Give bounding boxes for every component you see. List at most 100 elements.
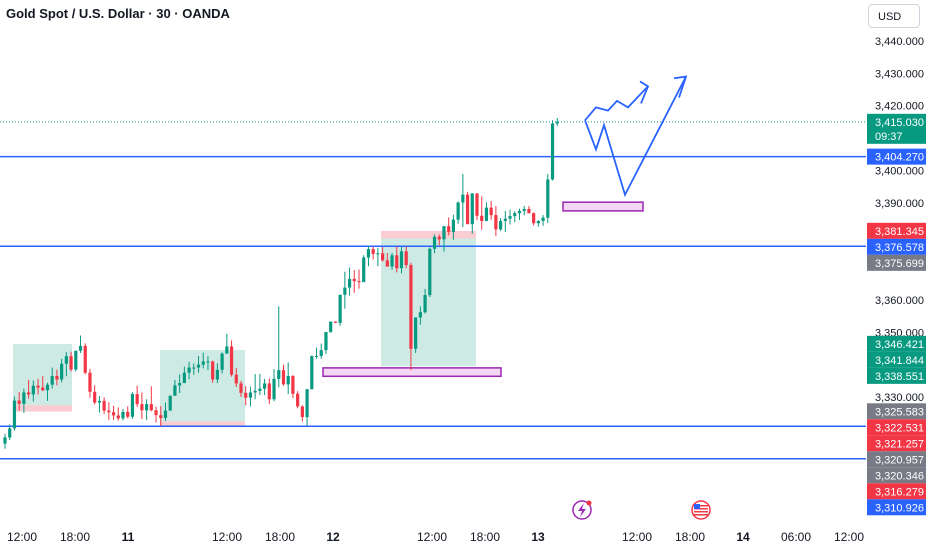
- price-tag: [867, 351, 926, 368]
- candle-body: [220, 353, 224, 370]
- candle: [215, 363, 219, 384]
- candle: [508, 209, 512, 225]
- candle-body: [300, 406, 304, 418]
- candle-body: [263, 383, 267, 389]
- candle: [88, 368, 92, 398]
- chart-title: Gold Spot / U.S. Dollar · 30 · OANDA: [6, 6, 230, 21]
- candle-body: [88, 372, 92, 392]
- projection-path: [584, 85, 649, 121]
- price-axis[interactable]: 3,440.000 3,430.000 3,420.000 3,400.000 3,39…: [866, 0, 932, 550]
- candle-body: [253, 390, 257, 393]
- time-tick-label: 06:00: [781, 530, 811, 544]
- candle-body: [527, 208, 531, 214]
- candle-body: [475, 193, 479, 216]
- candle: [456, 201, 460, 224]
- candle-body: [50, 375, 54, 385]
- candle-body: [182, 372, 186, 384]
- candle: [319, 343, 323, 359]
- candle: [310, 355, 314, 390]
- candle: [244, 386, 248, 406]
- candle: [196, 355, 201, 373]
- candle-body: [187, 367, 191, 373]
- candle-body: [451, 219, 455, 232]
- candle: [414, 317, 418, 353]
- candle: [140, 392, 144, 420]
- candle-body: [201, 361, 205, 365]
- candle-body: [381, 253, 385, 261]
- projection-arrow-head: [639, 80, 650, 104]
- candle: [475, 193, 479, 220]
- candle: [45, 382, 50, 401]
- candle: [159, 406, 163, 427]
- price-tick-label: 3,420.000: [875, 101, 924, 113]
- candle: [267, 378, 271, 405]
- candle-body: [347, 278, 352, 288]
- price-tick-label: 3,330.000: [875, 392, 924, 404]
- stop-box: [160, 421, 245, 428]
- time-tick-label: 12:00: [417, 530, 447, 544]
- price-tag-label: 3,320.957: [875, 454, 924, 466]
- time-axis[interactable]: 12:00 18:00 11 12:00 18:00 12 12:00 18:00 13 12:0…: [7, 530, 864, 544]
- candle: [343, 271, 347, 309]
- price-tick-label: 3,390.000: [875, 198, 924, 210]
- candle-body: [206, 361, 210, 363]
- candle: [314, 347, 319, 359]
- candle: [324, 331, 328, 354]
- candle-body: [121, 411, 125, 419]
- price-tag: [867, 254, 926, 271]
- candle: [97, 396, 101, 413]
- candles: [3, 118, 559, 449]
- candle-body: [541, 217, 545, 221]
- candle-body: [338, 294, 342, 323]
- candle-body: [484, 207, 489, 221]
- lightning-event-icon: [572, 500, 592, 520]
- flag-stripe: [694, 505, 708, 507]
- candle-body: [229, 346, 234, 375]
- candle: [527, 206, 531, 214]
- price-tag: [867, 483, 926, 500]
- candle: [541, 215, 545, 226]
- candle-body: [555, 121, 559, 124]
- candle: [36, 378, 40, 395]
- candle-body: [154, 410, 158, 416]
- candle-body: [418, 312, 422, 318]
- time-tick-label: 12:00: [834, 530, 864, 544]
- candle-body: [159, 415, 163, 419]
- price-tag: [867, 499, 926, 516]
- lightning-icon-glyph: [578, 503, 586, 517]
- candle: [74, 350, 78, 372]
- candle: [550, 120, 555, 181]
- candle: [451, 214, 455, 240]
- candle: [253, 374, 257, 400]
- candle: [12, 396, 17, 431]
- price-tick-label: 3,360.000: [875, 295, 924, 307]
- candle-body: [31, 385, 35, 395]
- candle: [503, 210, 507, 232]
- price-tick-label: 3,440.000: [875, 36, 924, 48]
- candle: [418, 306, 422, 325]
- candle-body: [333, 321, 337, 323]
- candle: [55, 369, 59, 386]
- currency-button[interactable]: USD: [868, 4, 920, 28]
- candle: [64, 352, 68, 377]
- time-tick-label: 18:00: [470, 530, 500, 544]
- price-tag-label: 3,341.844: [875, 355, 924, 367]
- candle: [437, 234, 441, 246]
- candle: [286, 362, 290, 395]
- price-tag: [867, 222, 926, 239]
- candle: [532, 212, 536, 226]
- price-tag-label: 3,310.926: [875, 502, 924, 514]
- candle-body: [437, 236, 441, 240]
- price-tag: [867, 403, 926, 420]
- candle-body: [499, 220, 503, 230]
- candle: [484, 202, 489, 222]
- candle: [3, 433, 7, 449]
- candle-body: [546, 179, 550, 218]
- candle-body: [362, 257, 366, 283]
- price-tag-label: 3,338.551: [875, 371, 924, 383]
- candle: [442, 226, 446, 252]
- candle-body: [83, 345, 87, 373]
- candle: [522, 206, 526, 216]
- candle-body: [517, 210, 522, 214]
